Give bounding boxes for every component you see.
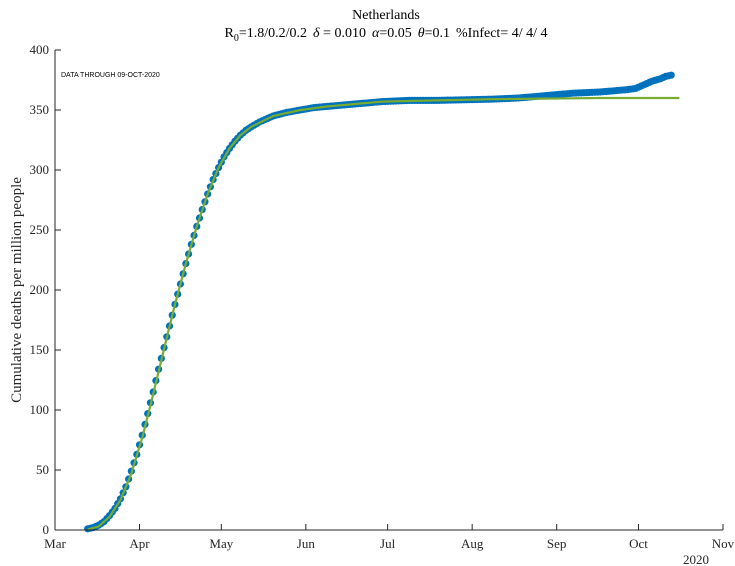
observed-point [667,71,675,79]
x-axis: Mar Apr May Jun Jul Aug Sep Oct Nov [44,524,735,551]
x-tick-label: Apr [129,536,150,551]
x-tick-label: Jul [380,536,396,551]
data-through-annotation: DATA THROUGH 09-OCT-2020 [61,72,160,79]
subtitle-r0-base: R [225,26,235,41]
x-tick-label: Oct [629,536,648,551]
y-axis-title: Cumulative deaths per million people [9,177,25,403]
y-tick-label: 0 [43,522,50,537]
x-tick-label: Nov [712,536,735,551]
y-tick-label: 150 [30,342,50,357]
x-tick-label: Aug [461,536,484,551]
y-tick-label: 100 [30,402,50,417]
subtitle-delta-value: = 0.010 [320,26,366,41]
subtitle-r0-sub: 0 [234,33,239,44]
x-tick-label: Jun [297,536,316,551]
subtitle-theta-value: =0.1 [425,26,450,41]
y-tick-label: 250 [30,222,50,237]
subtitle-infect: %Infect= 4/ 4/ 4 [456,26,547,41]
subtitle-delta-symbol: δ [313,26,320,41]
series-model-line [87,96,680,531]
plot-area [84,71,680,533]
subtitle-alpha-symbol: α [372,26,380,41]
y-tick-label: 50 [36,462,49,477]
x-tick-label: Sep [547,536,567,551]
subtitle-alpha-value: =0.05 [379,26,411,41]
chart-subtitle: R0=1.8/0.2/0.2 δ = 0.010 α=0.05 θ=0.1 %Infec… [225,26,548,44]
y-tick-label: 300 [30,162,50,177]
chart-title: Netherlands [352,8,420,23]
subtitle-theta-symbol: θ [418,26,425,41]
x-tick-label: May [209,536,233,551]
subtitle-r0-value: =1.8/0.2/0.2 [239,26,307,41]
y-axis: 0 50 100 150 200 250 300 350 400 [30,42,61,537]
y-tick-label: 400 [30,42,50,57]
y-tick-label: 200 [30,282,50,297]
series-observed [84,71,675,533]
x-axis-year-label: 2020 [683,552,709,566]
x-tick-label: Mar [44,536,66,551]
y-tick-label: 350 [30,102,50,117]
